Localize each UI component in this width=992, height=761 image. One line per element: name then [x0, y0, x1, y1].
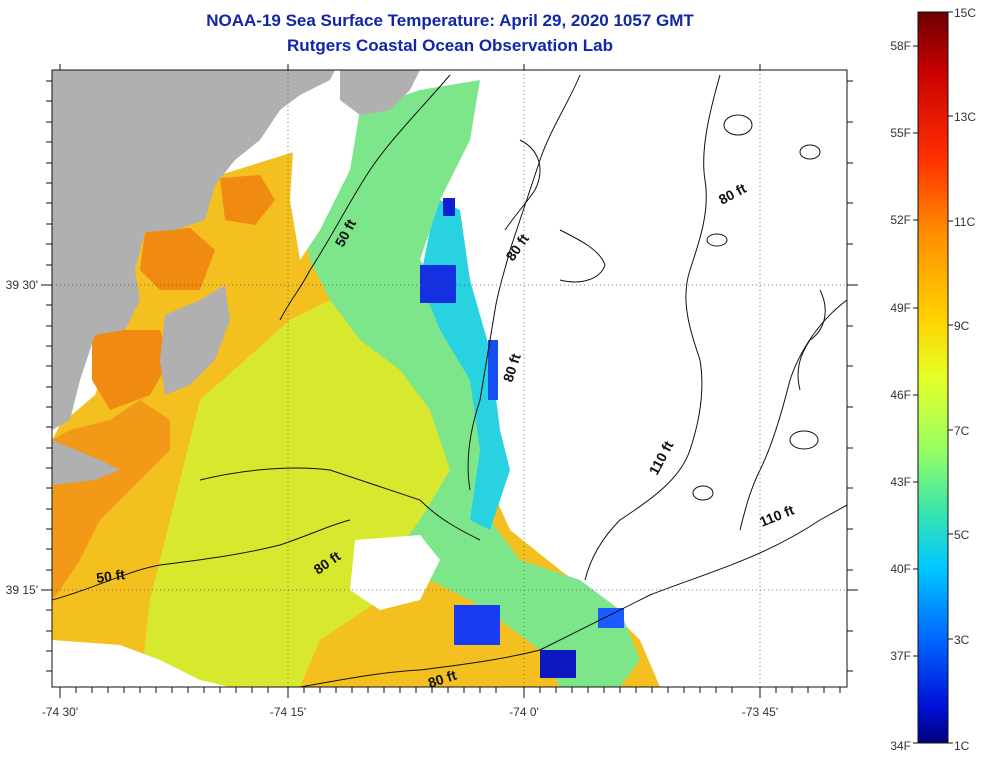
map-subtitle: Rutgers Coastal Ocean Observation Lab — [287, 36, 613, 55]
sst-no-data-gap — [350, 535, 440, 610]
longitude-label: -73 45' — [742, 705, 778, 719]
sst-orange-bay — [140, 228, 215, 290]
contour-label: 50 ft — [95, 566, 126, 586]
sst-orange-inlet — [92, 330, 170, 410]
sst-cool-band — [300, 80, 640, 687]
contour-shoal — [504, 139, 541, 231]
contour-50ft-north — [279, 74, 451, 321]
contour-80ft-south — [299, 504, 847, 687]
colorbar-celsius-label: 15C — [954, 6, 976, 20]
contour-shoal — [559, 229, 606, 283]
contour-ring — [692, 485, 714, 501]
axis-ticks — [41, 64, 858, 698]
longitude-label: -74 30' — [42, 705, 78, 719]
contour-110ft-east — [739, 299, 847, 531]
contour-80ft-east — [467, 74, 581, 491]
longitude-label: -74 15' — [270, 705, 306, 719]
sst-cold-patch — [420, 265, 456, 303]
contour-110ft — [584, 74, 721, 581]
sst-cold-patch — [540, 650, 576, 678]
colorbar-celsius-label: 5C — [954, 528, 970, 542]
contour-ring — [706, 233, 728, 247]
bathymetry-contours — [52, 74, 847, 687]
land-small — [340, 70, 420, 115]
colorbar — [917, 11, 949, 744]
contour-ring — [799, 144, 821, 160]
contour-80ft-west — [199, 467, 481, 541]
colorbar-fahrenheit-label: 43F — [890, 475, 911, 489]
sst-orange-north — [220, 175, 275, 225]
contour-50ft-south — [52, 519, 351, 601]
colorbar-celsius-label: 13C — [954, 110, 976, 124]
sst-no-data-gap — [290, 110, 360, 260]
sst-cold-patch — [443, 198, 455, 216]
contour-eastern-wiggle — [797, 289, 826, 391]
sst-cold-patch — [598, 608, 624, 628]
longitude-label: -74 0' — [509, 705, 539, 719]
colorbar-celsius-label: 11C — [954, 215, 975, 229]
colorbar-celsius-label: 7C — [954, 424, 970, 438]
colorbar-fahrenheit-label: 58F — [890, 39, 911, 53]
sst-no-data-gap — [52, 640, 230, 687]
sst-cold-patch — [454, 605, 500, 645]
latitude-label: 39 30' — [6, 278, 38, 292]
colorbar-fahrenheit-label: 46F — [890, 388, 911, 402]
sst-cold-patch — [488, 340, 498, 400]
colorbar-celsius-label: 1C — [954, 739, 970, 753]
colorbar-fahrenheit-label: 55F — [890, 126, 911, 140]
colorbar-fahrenheit-label: 40F — [890, 562, 911, 576]
contour-ring — [789, 430, 819, 450]
graticule — [52, 70, 847, 687]
colorbar-fahrenheit-label: 49F — [890, 301, 911, 315]
colorbar-fahrenheit-label: 52F — [890, 213, 911, 227]
sst-orange-nearshore — [52, 400, 170, 600]
colorbar-celsius-label: 3C — [954, 633, 970, 647]
latitude-label: 39 15' — [6, 583, 38, 597]
map-border — [51, 69, 848, 688]
colorbar-fahrenheit-label: 34F — [890, 739, 911, 753]
map-title: NOAA-19 Sea Surface Temperature: April 2… — [206, 11, 694, 30]
contour-ring — [723, 114, 753, 136]
colorbar-celsius-label: 9C — [954, 319, 970, 333]
colorbar-ticks — [913, 11, 953, 744]
land-new-jersey — [52, 70, 335, 485]
colorbar-fahrenheit-label: 37F — [890, 649, 911, 663]
